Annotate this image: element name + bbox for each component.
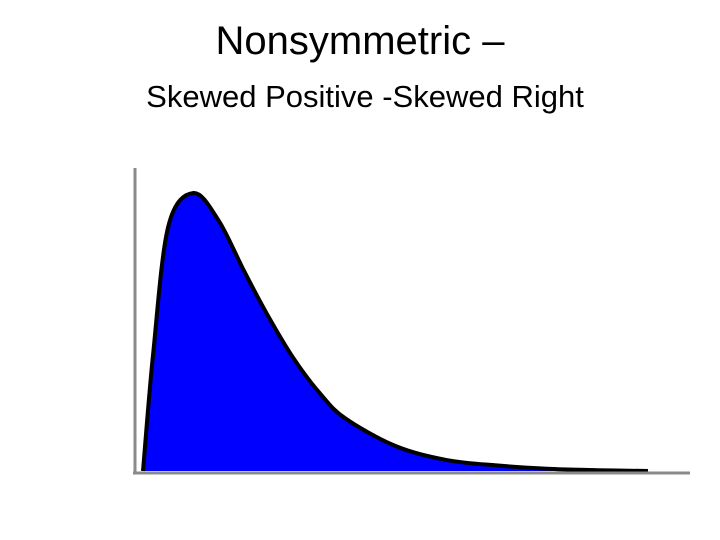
- distribution-curve: [141, 191, 649, 473]
- chart-subtitle: Skewed Positive -Skewed Right: [146, 79, 584, 114]
- chart-title: Nonsymmetric –: [215, 19, 505, 63]
- distribution-area: [143, 192, 648, 471]
